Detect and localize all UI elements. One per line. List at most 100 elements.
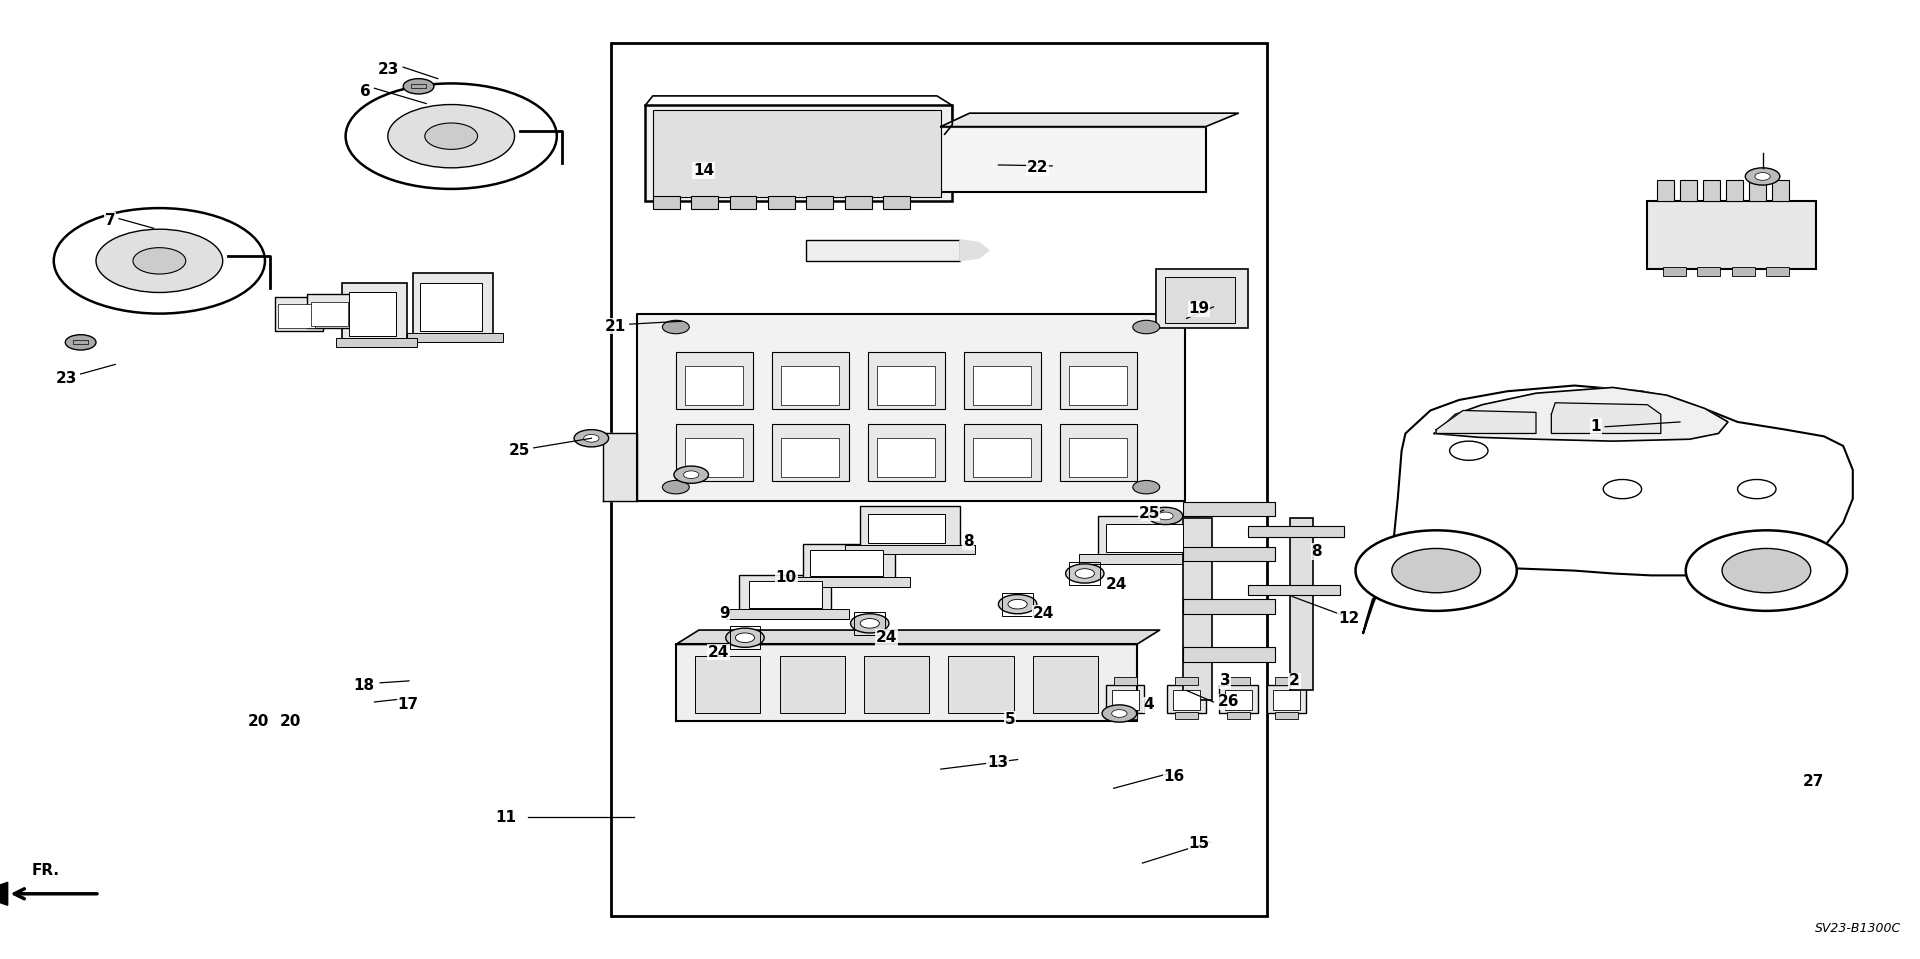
Text: 24: 24	[1106, 577, 1127, 593]
Bar	[1106, 685, 1144, 713]
Bar	[860, 506, 960, 547]
Bar	[653, 110, 941, 197]
Circle shape	[1066, 564, 1104, 583]
Bar	[780, 656, 845, 713]
Bar	[868, 352, 945, 409]
Polygon shape	[1363, 386, 1853, 633]
Circle shape	[851, 614, 889, 633]
Bar	[73, 340, 88, 344]
Bar	[739, 575, 831, 612]
Circle shape	[860, 619, 879, 628]
Bar	[1657, 180, 1674, 201]
Bar	[868, 514, 945, 543]
Bar	[1275, 712, 1298, 719]
Bar	[772, 352, 849, 409]
Circle shape	[1722, 549, 1811, 593]
Bar	[275, 297, 323, 331]
Polygon shape	[1551, 403, 1661, 433]
Bar	[311, 302, 348, 326]
Bar	[342, 283, 407, 340]
Text: 22: 22	[1027, 160, 1048, 175]
Text: SV23-B1300C: SV23-B1300C	[1814, 922, 1901, 935]
Circle shape	[1755, 173, 1770, 180]
Circle shape	[574, 430, 609, 447]
Bar	[1766, 267, 1789, 276]
Bar	[1183, 547, 1275, 561]
Bar	[1248, 526, 1344, 537]
Text: 5: 5	[1004, 712, 1016, 727]
Bar	[787, 577, 910, 587]
Text: 11: 11	[495, 809, 516, 825]
Bar	[685, 366, 743, 405]
Text: 13: 13	[987, 755, 1008, 770]
Bar	[1680, 180, 1697, 201]
Text: 19: 19	[1188, 301, 1210, 316]
Bar	[413, 273, 493, 336]
Bar	[726, 609, 849, 619]
Bar	[1183, 647, 1275, 662]
Circle shape	[1603, 480, 1642, 499]
Bar	[868, 424, 945, 481]
Bar	[1098, 516, 1198, 556]
Bar	[845, 196, 872, 209]
Circle shape	[674, 466, 708, 483]
Bar	[1167, 685, 1206, 713]
Text: 26: 26	[1217, 694, 1238, 710]
Bar	[1183, 599, 1275, 614]
Bar	[645, 105, 952, 201]
Circle shape	[1133, 480, 1160, 494]
Bar	[883, 196, 910, 209]
Bar	[772, 424, 849, 481]
Polygon shape	[1434, 387, 1728, 441]
Bar	[730, 626, 760, 649]
Circle shape	[1112, 710, 1127, 717]
Bar	[1106, 524, 1183, 552]
Bar	[685, 438, 743, 477]
Text: 20: 20	[248, 713, 269, 729]
Bar	[1227, 712, 1250, 719]
Bar	[1772, 180, 1789, 201]
Bar	[781, 438, 839, 477]
Circle shape	[1148, 507, 1183, 525]
Circle shape	[662, 320, 689, 334]
Text: 10: 10	[776, 570, 797, 585]
Polygon shape	[1436, 410, 1536, 433]
Text: FR.: FR.	[33, 863, 60, 878]
Bar	[695, 656, 760, 713]
Bar	[1069, 438, 1127, 477]
Bar	[1156, 269, 1248, 328]
Bar	[877, 366, 935, 405]
Polygon shape	[0, 882, 8, 905]
Circle shape	[388, 105, 515, 168]
Circle shape	[1008, 599, 1027, 609]
Text: 1: 1	[1592, 419, 1601, 434]
Bar	[676, 424, 753, 481]
Circle shape	[424, 123, 478, 150]
Bar	[1183, 518, 1212, 700]
Circle shape	[1356, 530, 1517, 611]
Bar	[1749, 180, 1766, 201]
Bar	[1732, 267, 1755, 276]
Bar	[806, 196, 833, 209]
Polygon shape	[637, 314, 1185, 501]
Polygon shape	[676, 644, 1137, 721]
Text: 7: 7	[104, 213, 115, 228]
Text: 8: 8	[1311, 544, 1323, 559]
Bar	[1726, 180, 1743, 201]
Text: 12: 12	[1338, 611, 1359, 626]
Bar	[1060, 424, 1137, 481]
Polygon shape	[603, 433, 637, 501]
Text: 24: 24	[1033, 606, 1054, 621]
Bar	[407, 333, 503, 342]
Bar	[1114, 712, 1137, 719]
Text: 24: 24	[876, 630, 897, 645]
Bar	[349, 292, 396, 336]
Bar	[730, 196, 756, 209]
Bar	[1290, 518, 1313, 690]
Bar	[1663, 267, 1686, 276]
Bar	[1183, 502, 1275, 516]
Bar	[1248, 585, 1340, 595]
Bar	[803, 544, 895, 580]
Circle shape	[65, 335, 96, 350]
Text: 15: 15	[1188, 836, 1210, 852]
